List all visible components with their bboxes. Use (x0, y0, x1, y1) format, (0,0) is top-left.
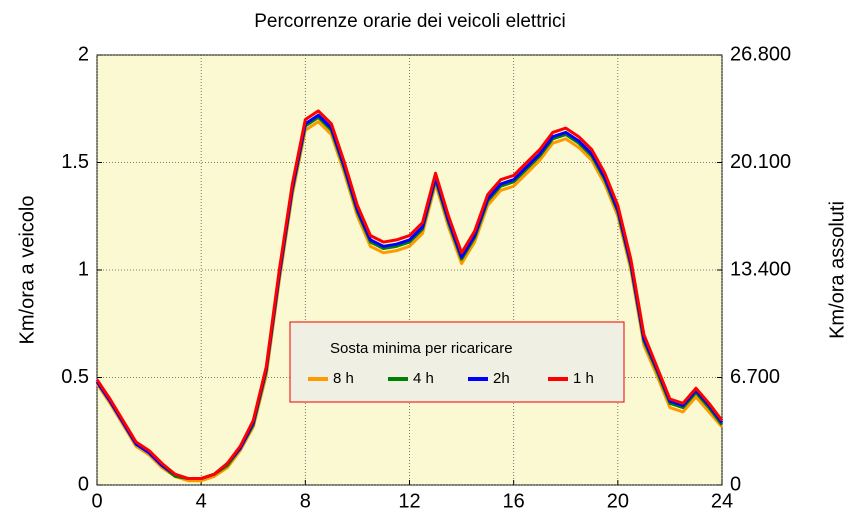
legend-box (289, 321, 625, 403)
y-tick-label: 2 (78, 43, 89, 65)
x-tick-label: 0 (91, 490, 102, 512)
legend-label: 8 h (333, 370, 354, 387)
x-tick-label: 16 (503, 490, 525, 512)
y-axis-label: Km/ora a veicolo (16, 196, 38, 345)
y-tick-label: 0.5 (61, 366, 89, 388)
x-tick-label: 20 (607, 490, 629, 512)
y-tick-label: 1 (78, 258, 89, 280)
chart-title: Percorrenze orarie dei veicoli elettrici (254, 11, 566, 32)
y2-tick-label: 6.700 (730, 366, 780, 388)
y2-tick-label: 13.400 (730, 258, 791, 280)
legend: Sosta minima per ricaricare 8 h 4 h 2h 1 h (289, 321, 625, 403)
x-tick-label: 24 (711, 490, 733, 512)
y2-axis-label: Km/ora assoluti (826, 201, 848, 339)
x-tick-label: 8 (300, 490, 311, 512)
y2-tick-label: 0 (730, 473, 741, 495)
legend-label: 4 h (413, 370, 434, 387)
legend-label: 2h (493, 370, 510, 387)
y2-tick-label: 20.100 (730, 151, 791, 173)
legend-label: 1 h (573, 370, 594, 387)
series-line (95, 109, 724, 481)
legend-title: Sosta minima per ricaricare (330, 340, 513, 357)
y-tick-label: 0 (78, 473, 89, 495)
y-tick-label: 1.5 (61, 151, 89, 173)
x-tick-label: 4 (196, 490, 207, 512)
y2-tick-label: 26.800 (730, 43, 791, 65)
x-tick-label: 12 (398, 490, 420, 512)
